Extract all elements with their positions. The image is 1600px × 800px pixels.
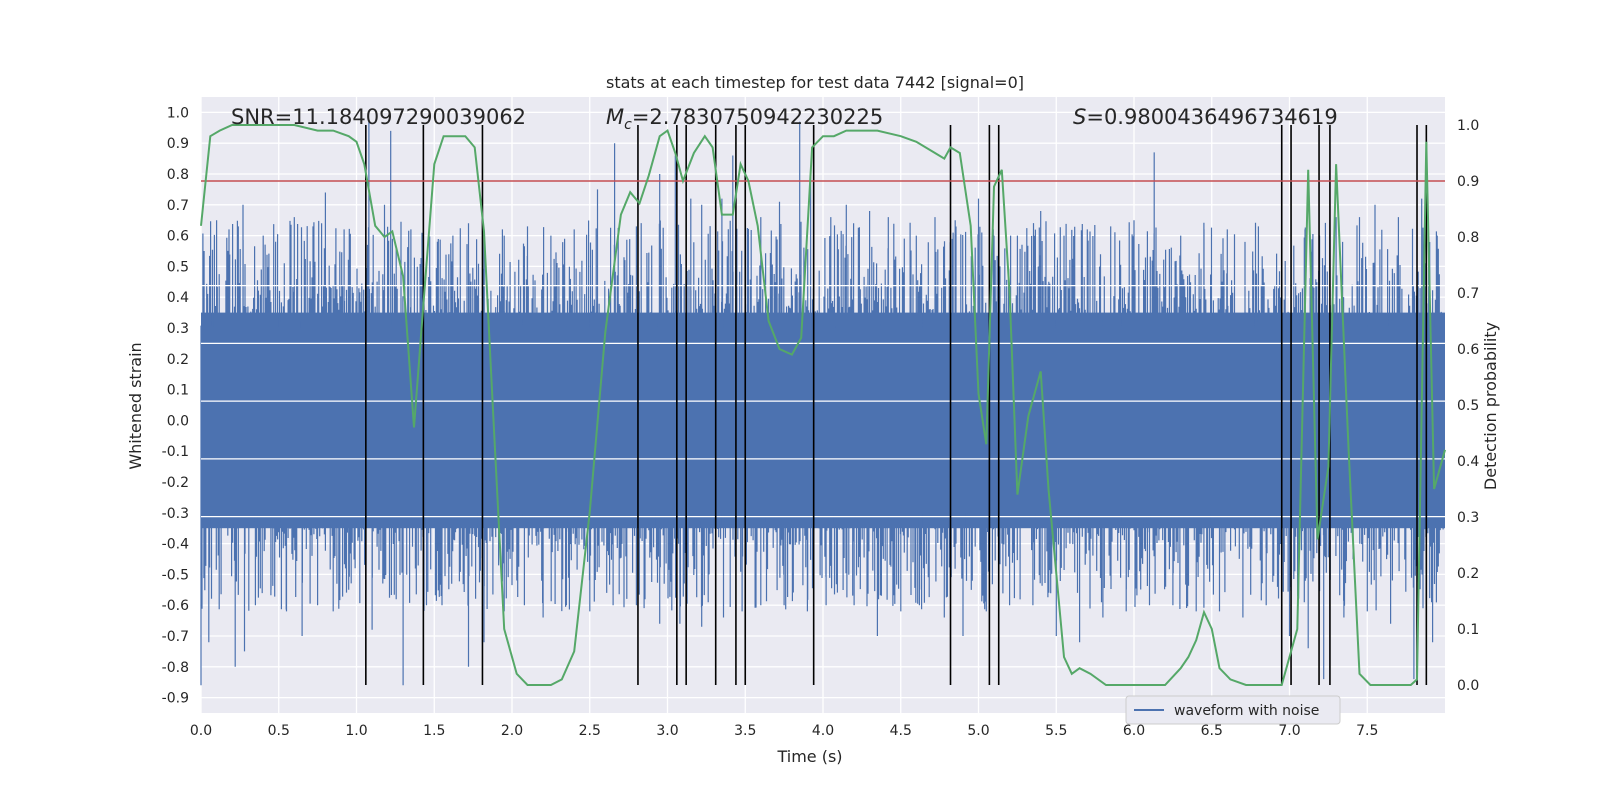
x-axis-label: Time (s) [776, 747, 842, 766]
y-tick-label: -0.6 [162, 598, 189, 614]
y-tick-label: 0.0 [167, 413, 189, 429]
y2-tick-label: 0.2 [1457, 566, 1479, 582]
y-tick-label: 0.9 [167, 136, 189, 152]
snr-annotation: SNR=11.184097290039062 [231, 105, 526, 129]
y-tick-label: 0.4 [167, 290, 189, 306]
s-value: =0.9800436496734619 [1086, 105, 1337, 129]
y2-tick-label: 0.5 [1457, 398, 1479, 414]
y-tick-label: 0.8 [167, 167, 189, 183]
y-tick-label: 0.1 [167, 383, 189, 399]
x-tick-label: 6.5 [1201, 723, 1223, 739]
y-tick-label: -0.1 [162, 444, 189, 460]
chirp-mass-value: =2.7830750942230225 [632, 105, 883, 129]
y2-tick-labels: 0.0 0.1 0.2 0.3 0.4 0.5 0.6 0.7 0.8 0.9 1.0 [1457, 118, 1479, 694]
y2-tick-label: 0.1 [1457, 622, 1479, 638]
y-tick-label: -0.7 [162, 629, 189, 645]
y-tick-label: -0.4 [162, 537, 189, 553]
y-tick-label: 0.2 [167, 352, 189, 368]
legend-box [1125, 695, 1341, 725]
x-tick-label: 2.5 [579, 723, 601, 739]
x-tick-label: 7.0 [1278, 723, 1300, 739]
y-axis-label: Whitened strain [126, 342, 145, 469]
x-tick-label: 7.5 [1356, 723, 1378, 739]
y2-axis-label: Detection probability [1481, 322, 1500, 490]
y-tick-label: 1.0 [167, 105, 189, 121]
x-tick-label: 3.0 [656, 723, 678, 739]
x-tick-label: 5.0 [967, 723, 989, 739]
y-tick-label: -0.5 [162, 567, 189, 583]
legend-entry-waveform: waveform with noise [1174, 703, 1319, 719]
x-tick-label: 4.5 [890, 723, 912, 739]
y2-tick-label: 0.4 [1457, 454, 1479, 470]
y2-tick-label: 0.0 [1457, 678, 1479, 694]
strain-noise-strokes [200, 121, 1445, 686]
x-tick-label: 2.0 [501, 723, 523, 739]
y-tick-label: -0.2 [162, 475, 189, 491]
y-tick-label: -0.3 [162, 506, 189, 522]
y-tick-label: 0.7 [167, 198, 189, 214]
vertical-marker-lines [365, 125, 1428, 685]
detection-probability-line [200, 124, 1446, 686]
y2-tick-label: 0.9 [1457, 174, 1479, 190]
x-tick-label: 1.5 [423, 723, 445, 739]
x-tick-label: 3.5 [734, 723, 756, 739]
y2-tick-label: 0.3 [1457, 510, 1479, 526]
x-tick-labels: 0.0 0.5 1.0 1.5 2.0 2.5 3.0 3.5 4.0 4.5 5.0 5.5 6.0 6… [190, 723, 1379, 739]
x-tick-label: 0.5 [268, 723, 290, 739]
y-tick-label: -0.8 [162, 660, 189, 676]
x-tick-label: 4.0 [812, 723, 834, 739]
chart-title: stats at each timestep for test data 744… [606, 73, 1024, 92]
x-tick-label: 6.0 [1123, 723, 1145, 739]
x-tick-label: 1.0 [345, 723, 367, 739]
y-tick-label: -0.9 [162, 691, 189, 707]
chirp-mass-annotation: Mc=2.7830750942230225 [606, 105, 883, 133]
y2-tick-label: 0.6 [1457, 342, 1479, 358]
y-tick-labels: -0.9 -0.8 -0.7 -0.6 -0.5 -0.4 -0.3 -0.2 -0.1 0.0 0… [162, 105, 189, 706]
y-tick-label: 0.5 [167, 259, 189, 275]
s-statistic-annotation: S=0.9800436496734619 [1073, 105, 1338, 129]
chirp-mass-subscript: c [624, 117, 632, 133]
x-tick-label: 5.5 [1045, 723, 1067, 739]
s-symbol: S [1073, 105, 1086, 129]
legend: waveform with noise [1125, 695, 1341, 725]
x-tick-label: 0.0 [190, 723, 212, 739]
y2-tick-label: 0.7 [1457, 286, 1479, 302]
chirp-mass-symbol: M [606, 105, 624, 129]
y2-tick-label: 1.0 [1457, 118, 1479, 134]
y2-tick-label: 0.8 [1457, 230, 1479, 246]
y-tick-label: 0.3 [167, 321, 189, 337]
y-tick-label: 0.6 [167, 229, 189, 245]
